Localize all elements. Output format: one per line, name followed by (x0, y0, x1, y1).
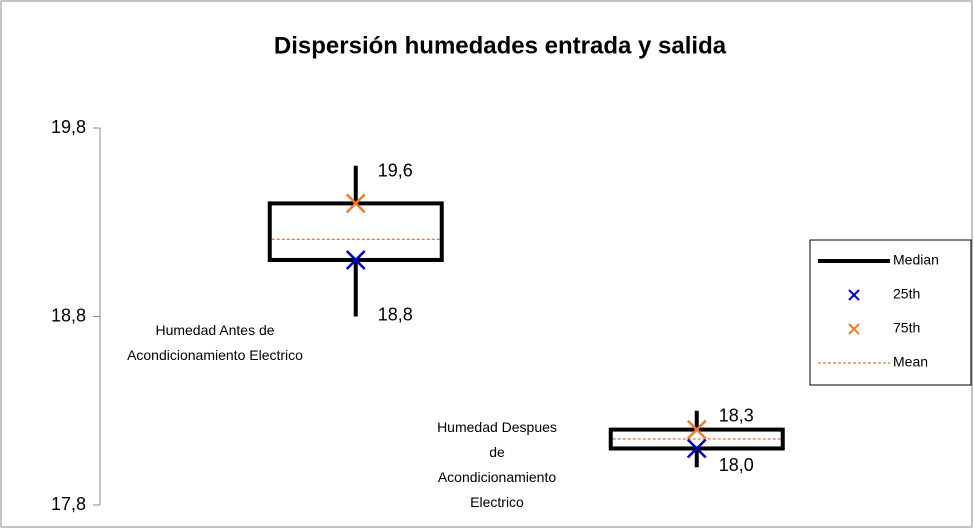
data-label: 18,0 (719, 455, 754, 475)
legend-box (809, 239, 972, 386)
data-label: 19,6 (378, 160, 413, 180)
category-label: Humedad Antes de Acondicionamiento Elect… (127, 322, 303, 363)
marker-75th (686, 419, 707, 440)
data-label: 18,3 (719, 406, 754, 426)
legend-label: 75th (893, 320, 920, 336)
data-label: 18,8 (378, 304, 413, 324)
marker-25th (686, 438, 707, 459)
box (267, 201, 444, 262)
legend-swatch (848, 323, 860, 335)
category-label: Humedad Despues de Acondicionamiento Ele… (437, 419, 557, 510)
y-tick-label: 19,8 (51, 117, 86, 137)
box (608, 427, 785, 451)
chart-title: Dispersión humedades entrada y salida (274, 32, 727, 59)
y-tick-label: 17,8 (51, 494, 86, 514)
y-tick-label: 18,8 (51, 305, 86, 325)
legend-swatch (848, 289, 860, 301)
marker-25th (345, 250, 366, 270)
legend-label: Mean (893, 354, 928, 370)
marker-75th (345, 193, 366, 214)
legend-label: 25th (893, 286, 920, 302)
legend-label: Median (893, 252, 939, 268)
